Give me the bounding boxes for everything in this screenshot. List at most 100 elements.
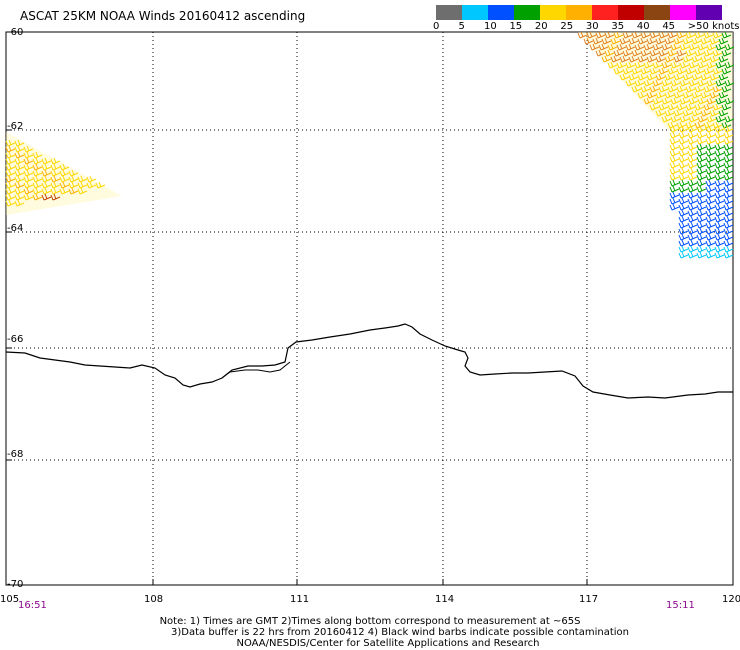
wind-barb	[682, 91, 693, 99]
wind-barb	[634, 79, 645, 87]
wind-barb	[724, 61, 735, 69]
wind-barb	[714, 239, 725, 247]
wind-barb	[667, 85, 678, 93]
wind-barb	[723, 155, 734, 163]
wind-barb	[687, 239, 698, 247]
wind-barb	[5, 139, 16, 147]
wind-barb	[577, 31, 588, 39]
wind-speed-colorbar	[436, 5, 722, 20]
wind-barb	[687, 203, 698, 211]
wind-barb	[5, 151, 16, 159]
wind-barb	[696, 143, 707, 151]
wind-barb	[718, 37, 729, 45]
wind-barb	[32, 151, 43, 159]
wind-barb	[667, 31, 678, 39]
wind-barb	[646, 91, 657, 99]
wind-barb	[670, 79, 681, 87]
wind-barb	[714, 215, 725, 223]
wind-barb	[631, 49, 642, 57]
wind-barb	[724, 115, 735, 123]
wind-barb	[687, 137, 698, 145]
wind-barb	[687, 227, 698, 235]
lat-label: -64	[7, 223, 24, 234]
wind-barb	[679, 43, 690, 51]
wind-barb	[694, 31, 705, 39]
wind-barb	[679, 61, 690, 69]
wind-barb	[673, 37, 684, 45]
wind-barb	[23, 169, 34, 177]
wind-barb	[669, 191, 680, 199]
wind-barb	[718, 55, 729, 63]
wind-barb	[670, 97, 681, 105]
lat-label: -70	[7, 579, 24, 590]
wind-barb	[678, 161, 689, 169]
wind-barb	[589, 43, 600, 51]
lat-label: -60	[7, 27, 24, 38]
wind-barb	[646, 55, 657, 63]
wind-barb	[712, 49, 723, 57]
colorbar-segment	[462, 5, 488, 20]
wind-barb	[625, 43, 636, 51]
wind-barb	[723, 197, 734, 205]
coastline-inlet	[221, 361, 291, 379]
wind-barb	[631, 85, 642, 93]
wind-barb	[667, 49, 678, 57]
colorbar-segment	[592, 5, 618, 20]
wind-barb	[705, 245, 716, 253]
wind-barb	[705, 233, 716, 241]
wind-barb	[696, 131, 707, 139]
wind-barb	[694, 49, 705, 57]
wind-barb	[619, 37, 630, 45]
wind-barb	[652, 61, 663, 69]
wind-barb	[723, 143, 734, 151]
wind-barb	[14, 163, 25, 171]
wind-barb	[705, 155, 716, 163]
wind-barb	[640, 31, 651, 39]
wind-barb	[14, 157, 25, 165]
wind-barb	[703, 85, 714, 93]
wind-barb	[50, 157, 61, 165]
wind-barb	[723, 125, 734, 133]
wind-barb	[678, 233, 689, 241]
wind-barb	[661, 61, 672, 69]
wind-barb	[705, 239, 716, 247]
wind-barb	[714, 155, 725, 163]
wind-barb	[705, 215, 716, 223]
wind-barb	[678, 125, 689, 133]
wind-barb	[678, 143, 689, 151]
wind-barb	[714, 191, 725, 199]
colorbar-label: 40	[636, 21, 650, 32]
wind-barb	[714, 161, 725, 169]
wind-barb	[50, 181, 61, 189]
wind-barb	[715, 43, 726, 51]
lon-label: 117	[579, 594, 599, 605]
wind-barb	[77, 175, 88, 183]
wind-barb	[709, 73, 720, 81]
lon-label: 108	[144, 594, 164, 605]
wind-barb	[637, 37, 648, 45]
wind-barb	[676, 67, 687, 75]
time-right: 15:11	[666, 600, 695, 611]
wind-barb	[696, 215, 707, 223]
wind-barb	[705, 197, 716, 205]
note-line-3: NOAA/NESDIS/Center for Satellite Applica…	[236, 638, 540, 649]
wind-barb	[705, 149, 716, 157]
wind-barb	[634, 61, 645, 69]
wind-barb	[628, 55, 639, 63]
wind-barb	[669, 137, 680, 145]
wind-barb	[723, 131, 734, 139]
wind-barb	[669, 179, 680, 187]
wind-barb	[723, 209, 734, 217]
colorbar-segment	[540, 5, 566, 20]
wind-barb	[679, 79, 690, 87]
wind-barb	[595, 49, 606, 57]
wind-barb	[714, 173, 725, 181]
wind-barb	[706, 97, 717, 105]
colorbar-label: 25	[560, 21, 574, 32]
wind-barb	[691, 55, 702, 63]
colorbar-label: >50 knots	[687, 21, 740, 32]
wind-barb	[715, 115, 726, 123]
wind-barb	[723, 179, 734, 187]
wind-barb	[685, 85, 696, 93]
wind-barb	[714, 125, 725, 133]
